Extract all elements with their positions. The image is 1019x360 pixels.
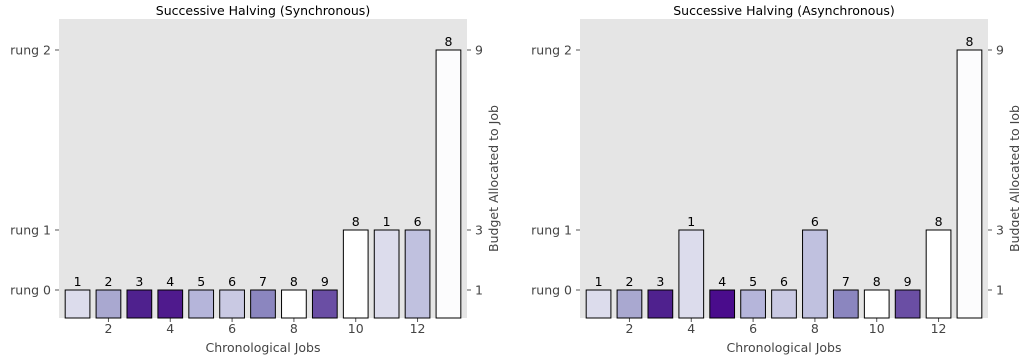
chart-panel-2: Successive Halving (Asynchronous) rung 0 r…: [531, 3, 1019, 355]
y-tick-label-budget: 3: [475, 223, 483, 238]
y-tick-label-rung: rung 0: [10, 283, 51, 298]
bar: [250, 289, 276, 319]
bar-label: 6: [228, 274, 236, 289]
y-tick-label-budget: 9: [996, 43, 1004, 58]
bar: [863, 289, 890, 319]
bar: [802, 229, 828, 319]
bar-label: 6: [780, 274, 788, 289]
bar-label: 8: [290, 274, 298, 289]
bar: [647, 289, 674, 319]
y-tick-label-rung: rung 2: [10, 43, 51, 58]
x-axis-title: Chronological Jobs: [726, 340, 841, 355]
bar-label: 6: [414, 214, 422, 229]
x-axis-title: Chronological Jobs: [205, 340, 320, 355]
bar-label: 9: [904, 274, 912, 289]
bar: [925, 229, 952, 319]
x-tick-label: 4: [166, 321, 174, 336]
x-tick-label: 8: [811, 321, 819, 336]
bar-label: 1: [74, 274, 82, 289]
bar-label: 7: [842, 274, 850, 289]
bar-label: 8: [873, 274, 881, 289]
y-tick-label-budget: 3: [996, 223, 1004, 238]
bar-label: 8: [444, 34, 452, 49]
bar-label: 6: [811, 214, 819, 229]
bar: [832, 289, 859, 319]
x-tick-label: 2: [104, 321, 112, 336]
x-tick-label: 8: [290, 321, 298, 336]
bar-label: 5: [749, 274, 757, 289]
bar: [64, 289, 91, 319]
bar: [435, 49, 462, 319]
bar-label: 1: [687, 214, 695, 229]
x-tick-label: 6: [749, 321, 757, 336]
plot-background: [580, 19, 988, 318]
bar: [678, 229, 705, 319]
bar-label: 8: [935, 214, 943, 229]
y-tick-label-rung: rung 1: [531, 223, 572, 238]
y-tick-label-budget: 1: [475, 283, 483, 298]
bar-label: 1: [595, 274, 603, 289]
bar: [373, 229, 400, 319]
y-tick-label-rung: rung 2: [531, 43, 572, 58]
bar-label: 4: [166, 274, 174, 289]
x-tick-label: 10: [348, 321, 364, 336]
x-tick-label: 6: [228, 321, 236, 336]
bar: [188, 289, 215, 319]
y-tick-label-budget: 1: [996, 283, 1004, 298]
bar: [126, 289, 153, 319]
bar: [894, 289, 921, 319]
chart-title: Successive Halving (Asynchronous): [673, 3, 895, 18]
x-tick-label: 4: [687, 321, 695, 336]
y-tick-label-budget: 9: [475, 43, 483, 58]
bar-label: 2: [104, 274, 112, 289]
chart-title: Successive Halving (Synchronous): [156, 3, 370, 18]
bar-label: 3: [135, 274, 143, 289]
x-tick-label: 10: [869, 321, 885, 336]
y-tick-label-rung: rung 0: [531, 283, 572, 298]
bar: [157, 289, 184, 319]
bar: [616, 289, 643, 319]
bar-label: 7: [259, 274, 267, 289]
bar: [771, 289, 797, 319]
y-axis-title-right: Budget Allocated to Job: [1007, 105, 1019, 252]
bar-label: 9: [321, 274, 329, 289]
bar: [585, 289, 612, 319]
bar: [219, 289, 245, 319]
bar-label: 1: [383, 214, 391, 229]
bar: [404, 229, 431, 319]
y-axis-title-right: Budget Allocated to Job: [486, 105, 501, 252]
x-tick-label: 2: [625, 321, 633, 336]
bar: [956, 49, 983, 319]
x-tick-label: 12: [410, 321, 426, 336]
bar: [95, 289, 122, 319]
bar: [740, 289, 766, 319]
bar-label: 8: [965, 34, 973, 49]
bar-label: 3: [656, 274, 664, 289]
y-tick-label-rung: rung 1: [10, 223, 51, 238]
chart-panel-1: Successive Halving (Synchronous) rung 0 ru…: [10, 3, 501, 355]
bar-label: 2: [625, 274, 633, 289]
bar-label: 8: [352, 214, 360, 229]
bar: [709, 289, 736, 319]
bar-label: 4: [718, 274, 726, 289]
bar: [281, 289, 307, 319]
bar: [342, 229, 369, 319]
bar: [311, 289, 338, 319]
bar-label: 5: [197, 274, 205, 289]
x-tick-label: 12: [931, 321, 947, 336]
